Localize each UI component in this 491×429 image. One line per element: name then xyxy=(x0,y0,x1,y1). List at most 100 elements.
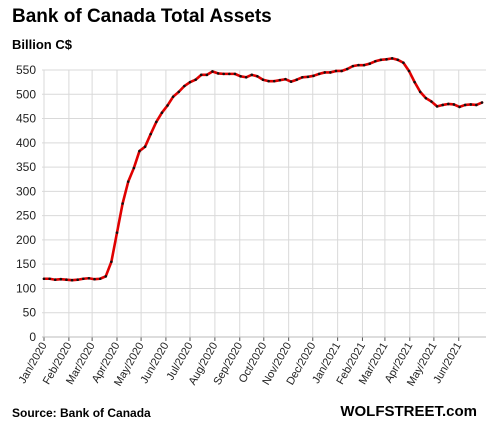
data-point xyxy=(228,72,231,76)
y-tick-label: 150 xyxy=(16,257,36,271)
data-point xyxy=(199,73,203,77)
data-point xyxy=(295,78,298,82)
data-point xyxy=(205,73,209,77)
data-point xyxy=(418,90,422,94)
data-point xyxy=(70,278,74,282)
data-point xyxy=(76,278,79,282)
data-point xyxy=(115,231,119,234)
data-point xyxy=(42,277,46,281)
data-point xyxy=(413,80,416,84)
data-point xyxy=(239,75,242,78)
y-tick-label: 200 xyxy=(16,233,36,247)
data-point xyxy=(59,277,63,281)
data-point xyxy=(368,62,371,65)
y-tick-label: 300 xyxy=(16,184,36,198)
chart-title: Bank of Canada Total Assets xyxy=(12,6,272,27)
data-point xyxy=(402,61,405,65)
data-point xyxy=(435,105,439,108)
data-point xyxy=(104,275,108,278)
data-point xyxy=(244,75,248,79)
data-point xyxy=(261,78,265,82)
data-point xyxy=(149,132,152,136)
data-point xyxy=(267,79,270,83)
data-point xyxy=(272,79,276,83)
data-point xyxy=(306,75,310,79)
data-point xyxy=(396,58,400,62)
data-point xyxy=(183,84,186,88)
data-point xyxy=(98,277,102,281)
data-point xyxy=(345,67,349,71)
data-point xyxy=(138,149,141,153)
y-tick-label: 550 xyxy=(16,63,36,77)
y-tick-label: 450 xyxy=(16,112,36,126)
data-point xyxy=(250,73,254,77)
data-point xyxy=(48,277,51,281)
data-point xyxy=(452,103,456,106)
data-point xyxy=(374,59,377,63)
data-point xyxy=(211,70,214,73)
y-tick-label: 250 xyxy=(16,209,36,223)
data-point xyxy=(256,75,259,78)
gridlines xyxy=(42,69,486,341)
data-point xyxy=(301,75,304,79)
brand-label: WOLFSTREET.com xyxy=(340,403,477,420)
y-axis-ticks: 0 50 100 150 200 250 300 350 400 450 500 550 xyxy=(16,63,36,344)
data-point xyxy=(357,63,360,67)
data-point xyxy=(188,80,192,84)
data-point xyxy=(284,77,287,81)
data-point xyxy=(126,180,130,183)
x-axis-ticks: Jan/2020Feb/2020Mar/2020Apr/2020May/2020… xyxy=(17,341,465,389)
data-point xyxy=(177,90,181,94)
data-point xyxy=(430,100,433,103)
data-point xyxy=(278,78,282,82)
data-point xyxy=(463,103,467,107)
data-point xyxy=(289,80,293,83)
y-tick-label: 100 xyxy=(16,281,36,295)
y-tick-label: 350 xyxy=(16,160,36,174)
y-tick-label: 500 xyxy=(16,87,36,101)
data-point xyxy=(475,103,478,107)
data-point xyxy=(155,120,158,124)
data-point xyxy=(143,145,147,148)
data-point xyxy=(334,69,338,73)
data-point xyxy=(110,260,113,264)
series-line xyxy=(42,57,484,282)
data-point xyxy=(132,166,136,170)
data-point xyxy=(351,64,355,68)
data-point xyxy=(424,96,428,100)
data-point xyxy=(340,69,343,73)
data-point xyxy=(121,202,124,205)
data-point xyxy=(222,72,225,76)
y-tick-label: 0 xyxy=(29,330,36,344)
y-tick-label: 50 xyxy=(23,306,37,320)
data-point xyxy=(441,103,444,107)
series-total-assets xyxy=(42,57,484,282)
source-note: Source: Bank of Canada xyxy=(12,406,151,420)
data-point xyxy=(233,72,237,76)
data-point xyxy=(469,103,473,106)
data-point xyxy=(65,278,68,282)
data-point xyxy=(171,95,175,98)
data-point xyxy=(166,104,169,107)
data-point xyxy=(53,278,57,282)
data-point xyxy=(480,101,484,104)
data-point xyxy=(93,277,96,281)
data-point xyxy=(390,57,394,60)
data-point xyxy=(87,276,91,280)
data-point xyxy=(407,69,411,73)
unit-label: Billion C$ xyxy=(12,37,72,52)
data-point xyxy=(379,58,383,62)
data-point xyxy=(194,78,197,82)
data-point xyxy=(362,63,366,67)
data-point xyxy=(312,74,315,78)
data-point xyxy=(385,58,388,61)
data-point xyxy=(82,277,85,281)
y-tick-label: 400 xyxy=(16,136,36,150)
data-point xyxy=(323,71,327,74)
data-point xyxy=(458,105,461,109)
data-point xyxy=(329,71,332,74)
data-point xyxy=(216,72,220,75)
data-point xyxy=(317,72,321,76)
data-point xyxy=(160,111,164,115)
